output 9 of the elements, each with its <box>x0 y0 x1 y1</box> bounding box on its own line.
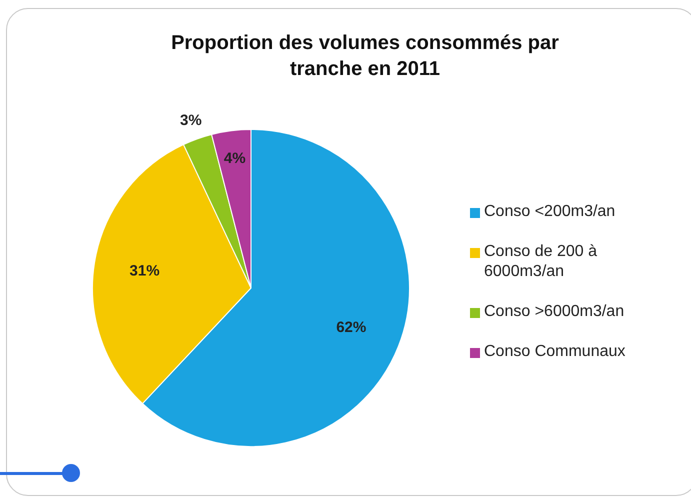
legend-label: Conso >6000m3/an <box>484 303 624 320</box>
data-label: 62% <box>336 318 366 336</box>
data-label: 31% <box>130 262 160 280</box>
data-label: 3% <box>180 112 202 130</box>
data-label: 4% <box>224 150 246 168</box>
legend-label: Conso de 200 à 6000m3/an <box>484 243 597 280</box>
chart-title: Proportion des volumes consommés par tranche en 2011 <box>170 31 560 82</box>
legend-label: Conso <200m3/an <box>484 203 616 220</box>
legend-label: Conso Communaux <box>484 343 626 360</box>
